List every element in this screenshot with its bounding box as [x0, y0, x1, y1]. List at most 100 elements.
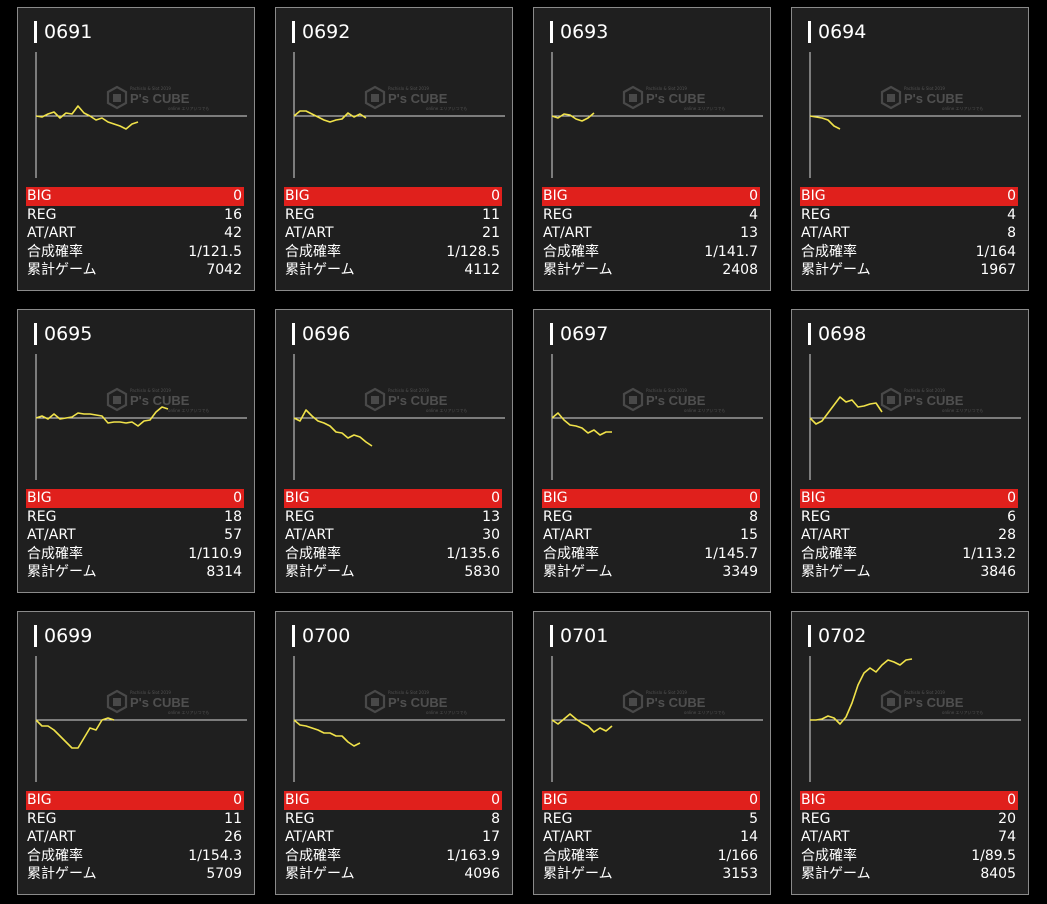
- watermark-caption-top: Pachislo & Slot 2019: [904, 388, 945, 393]
- stat-value: 0: [491, 188, 500, 204]
- stat-value: 0: [233, 188, 242, 204]
- stat-value: 8: [491, 810, 500, 827]
- payout-line: [35, 717, 115, 749]
- machine-card-0692[interactable]: 0692 P's CUBE Pachislo & Slot 2019 online エ…: [275, 7, 513, 291]
- stat-value: 1/89.5: [971, 847, 1016, 864]
- stat-label: REG: [285, 206, 315, 223]
- stat-label: 合成確率: [801, 847, 857, 864]
- watermark-caption-bottom: online エリアいつでも: [684, 106, 725, 111]
- stat-label: 合成確率: [285, 243, 341, 260]
- machine-title: 0699: [34, 625, 92, 647]
- stat-label: 累計ゲーム: [543, 564, 613, 581]
- stats-table: BIG 0 REG 4 AT/ART 13 合成確率 1/141.7 累計ゲーム 2408: [542, 187, 760, 280]
- payout-line: [551, 412, 612, 436]
- stat-label: REG: [543, 810, 573, 827]
- watermark-caption-top: Pachislo & Slot 2019: [388, 86, 429, 91]
- combined-probability-row: 合成確率 1/154.3: [26, 847, 244, 866]
- stat-label: 合成確率: [27, 243, 83, 260]
- machine-card-0702[interactable]: 0702 P's CUBE Pachislo & Slot 2019 online エ…: [791, 611, 1029, 895]
- at-art-row: AT/ART 74: [800, 828, 1018, 847]
- machine-card-0695[interactable]: 0695 P's CUBE Pachislo & Slot 2019 online エ…: [17, 309, 255, 593]
- stat-label: 合成確率: [801, 545, 857, 562]
- title-marker: [34, 323, 37, 345]
- stat-label: 合成確率: [801, 243, 857, 260]
- stat-label: 合成確率: [27, 847, 83, 864]
- title-marker: [550, 323, 553, 345]
- machine-card-0701[interactable]: 0701 P's CUBE Pachislo & Slot 2019 online エ…: [533, 611, 771, 895]
- machine-number: 0694: [818, 21, 867, 43]
- machine-card-0699[interactable]: 0699 P's CUBE Pachislo & Slot 2019 online エ…: [17, 611, 255, 895]
- machine-number: 0699: [44, 625, 93, 647]
- machine-title: 0697: [550, 323, 608, 345]
- stat-value: 0: [491, 792, 500, 808]
- stat-label: AT/ART: [27, 225, 76, 242]
- machine-card-0698[interactable]: 0698 P's CUBE Pachislo & Slot 2019 online エ…: [791, 309, 1029, 593]
- stat-label: 合成確率: [27, 545, 83, 562]
- machine-card-0691[interactable]: 0691 P's CUBE Pachislo & Slot 2019 online エ…: [17, 7, 255, 291]
- big-row: BIG 0: [800, 489, 1018, 508]
- watermark-text: P's CUBE: [904, 393, 964, 408]
- combined-probability-row: 合成確率 1/166: [542, 847, 760, 866]
- stat-value: 3349: [722, 564, 758, 581]
- title-marker: [808, 21, 811, 43]
- machine-card-0693[interactable]: 0693 P's CUBE Pachislo & Slot 2019 online エ…: [533, 7, 771, 291]
- watermark-caption-bottom: online エリアいつでも: [426, 408, 467, 413]
- stat-label: 累計ゲーム: [801, 262, 871, 279]
- stats-table: BIG 0 REG 4 AT/ART 8 合成確率 1/164 累計ゲーム 1967: [800, 187, 1018, 280]
- watermark-text: P's CUBE: [904, 91, 964, 106]
- stat-label: REG: [543, 206, 573, 223]
- stat-label: REG: [285, 508, 315, 525]
- stat-label: REG: [27, 810, 57, 827]
- reg-row: REG 18: [26, 508, 244, 527]
- at-art-row: AT/ART 26: [26, 828, 244, 847]
- watermark-caption-bottom: online エリアいつでも: [942, 710, 983, 715]
- stat-label: BIG: [27, 792, 52, 808]
- stat-label: BIG: [543, 188, 568, 204]
- stat-label: 累計ゲーム: [27, 564, 97, 581]
- stat-label: AT/ART: [27, 829, 76, 846]
- machine-card-0696[interactable]: 0696 P's CUBE Pachislo & Slot 2019 online エ…: [275, 309, 513, 593]
- at-art-row: AT/ART 13: [542, 224, 760, 243]
- machine-card-0697[interactable]: 0697 P's CUBE Pachislo & Slot 2019 online エ…: [533, 309, 771, 593]
- reg-row: REG 20: [800, 810, 1018, 829]
- stat-value: 3153: [722, 866, 758, 883]
- title-marker: [550, 625, 553, 647]
- total-games-row: 累計ゲーム 3846: [800, 563, 1018, 582]
- stats-table: BIG 0 REG 6 AT/ART 28 合成確率 1/113.2 累計ゲーム 3846: [800, 489, 1018, 582]
- machine-title: 0696: [292, 323, 350, 345]
- at-art-row: AT/ART 14: [542, 828, 760, 847]
- machine-title: 0693: [550, 21, 608, 43]
- stat-value: 5830: [464, 564, 500, 581]
- watermark-text: P's CUBE: [388, 91, 448, 106]
- stat-value: 1/141.7: [704, 243, 758, 260]
- big-row: BIG 0: [26, 791, 244, 810]
- stat-label: BIG: [27, 490, 52, 506]
- combined-probability-row: 合成確率 1/128.5: [284, 243, 502, 262]
- combined-probability-row: 合成確率 1/135.6: [284, 545, 502, 564]
- stat-label: 累計ゲーム: [801, 866, 871, 883]
- watermark-caption-bottom: online エリアいつでも: [942, 408, 983, 413]
- stat-label: 累計ゲーム: [543, 866, 613, 883]
- machine-card-0694[interactable]: 0694 P's CUBE Pachislo & Slot 2019 online エ…: [791, 7, 1029, 291]
- stat-label: 累計ゲーム: [27, 262, 97, 279]
- reg-row: REG 11: [26, 810, 244, 829]
- total-games-row: 累計ゲーム 3153: [542, 865, 760, 884]
- stat-label: BIG: [285, 490, 310, 506]
- reg-row: REG 8: [284, 810, 502, 829]
- stat-value: 4096: [464, 866, 500, 883]
- reg-row: REG 4: [542, 206, 760, 225]
- stat-label: BIG: [801, 490, 826, 506]
- watermark-caption-top: Pachislo & Slot 2019: [904, 690, 945, 695]
- big-row: BIG 0: [542, 489, 760, 508]
- machine-title: 0698: [808, 323, 866, 345]
- machine-card-0700[interactable]: 0700 P's CUBE Pachislo & Slot 2019 online エ…: [275, 611, 513, 895]
- total-games-row: 累計ゲーム 8405: [800, 865, 1018, 884]
- stat-value: 0: [233, 490, 242, 506]
- at-art-row: AT/ART 15: [542, 526, 760, 545]
